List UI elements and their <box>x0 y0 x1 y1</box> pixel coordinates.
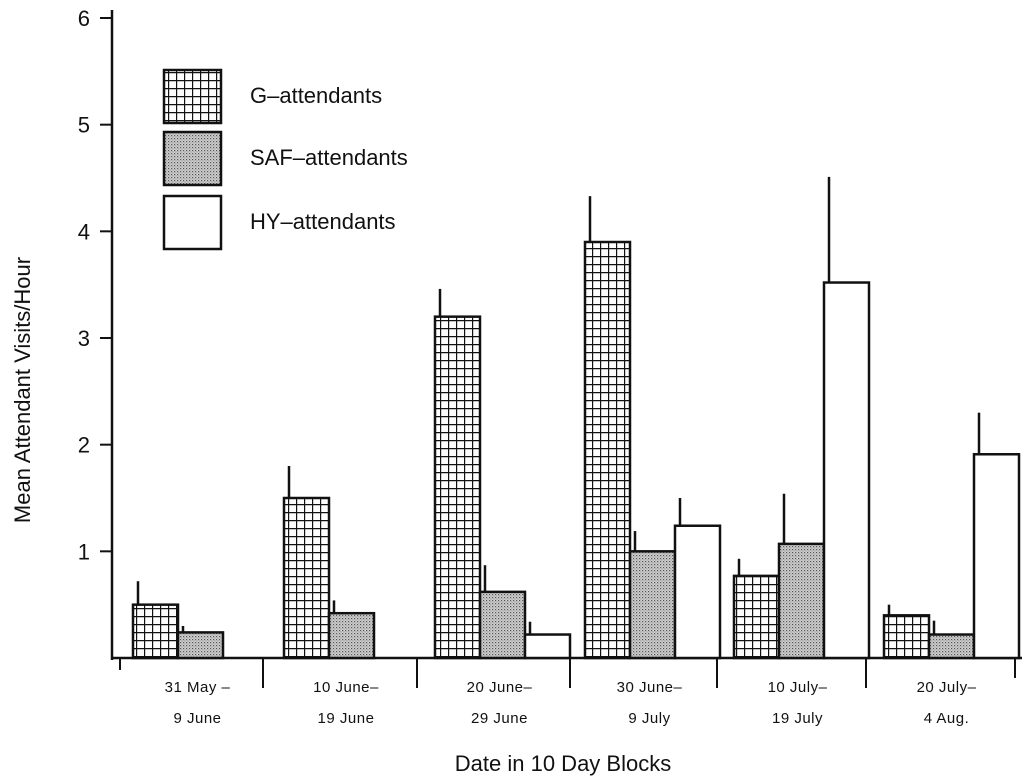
bar <box>732 574 781 660</box>
category-label-line2: 19 June <box>318 710 375 727</box>
bar-group <box>822 176 871 660</box>
bars <box>131 176 1021 660</box>
legend-swatch <box>162 194 223 251</box>
bar <box>628 550 677 660</box>
category-label-line2: 9 June <box>173 710 221 727</box>
legend-swatch <box>162 68 223 125</box>
bar-group <box>583 196 632 660</box>
category-label-line1: 20 July– <box>917 679 977 696</box>
bar <box>972 453 1021 660</box>
bar <box>777 542 826 660</box>
y-axis-title: Mean Attendant Visits/Hour <box>10 257 35 523</box>
category-label-line1: 10 June– <box>313 679 379 696</box>
bar <box>433 315 482 660</box>
legend: G–attendants SAF–attendants HY–attendants <box>162 68 408 251</box>
category-label-line1: 30 June– <box>617 679 683 696</box>
bar-group <box>972 412 1021 660</box>
legend-entry: G–attendants <box>162 68 382 125</box>
bar <box>583 240 632 660</box>
y-axis: 1 2 3 4 5 6 <box>78 6 114 660</box>
category-label-line2: 19 July <box>772 710 823 727</box>
legend-label: SAF–attendants <box>250 145 408 170</box>
bar <box>927 633 976 660</box>
x-axis-title: Date in 10 Day Blocks <box>455 751 671 776</box>
x-axis <box>112 656 1022 688</box>
bar-group <box>732 558 781 660</box>
y-ticks: 1 2 3 4 5 6 <box>78 6 112 564</box>
category-label-line1: 20 June– <box>467 679 533 696</box>
bar <box>523 633 572 660</box>
legend-label: HY–attendants <box>250 209 396 234</box>
bar-group <box>478 565 527 660</box>
y-tick-label: 5 <box>78 113 90 138</box>
bar <box>131 603 180 660</box>
y-tick-label: 1 <box>78 539 90 564</box>
bar <box>478 590 527 660</box>
y-tick-label: 3 <box>78 326 90 351</box>
bar <box>176 631 225 660</box>
bar-group <box>433 288 482 660</box>
y-tick-label: 6 <box>78 6 90 31</box>
y-tick-label: 2 <box>78 433 90 458</box>
category-labels: 31 May – 9 June 10 June– 19 June 20 June– 29 … <box>165 679 977 727</box>
bar-group <box>523 621 572 660</box>
bar-group <box>927 620 976 660</box>
bar <box>673 524 722 660</box>
category-label-line1: 31 May – <box>165 679 231 696</box>
x-ticks <box>119 658 1016 688</box>
bar <box>282 496 331 660</box>
bar-group <box>777 493 826 660</box>
bar-group <box>176 626 225 660</box>
bar-group <box>327 600 376 660</box>
category-label-line2: 4 Aug. <box>924 710 970 727</box>
bar <box>882 614 931 660</box>
bar-group <box>882 604 931 660</box>
bar-group <box>628 531 677 660</box>
category-label-line2: 9 July <box>628 710 670 727</box>
bar-group <box>131 581 180 660</box>
legend-swatch <box>162 130 223 187</box>
category-label-line2: 29 June <box>471 710 528 727</box>
bar <box>822 281 871 660</box>
bar <box>327 611 376 660</box>
legend-entry: SAF–attendants <box>162 130 408 187</box>
category-label-line1: 10 July– <box>768 679 828 696</box>
bar-group <box>282 466 331 660</box>
bar-group <box>673 498 722 660</box>
legend-entry: HY–attendants <box>162 194 396 251</box>
legend-label: G–attendants <box>250 83 382 108</box>
y-tick-label: 4 <box>78 219 90 244</box>
